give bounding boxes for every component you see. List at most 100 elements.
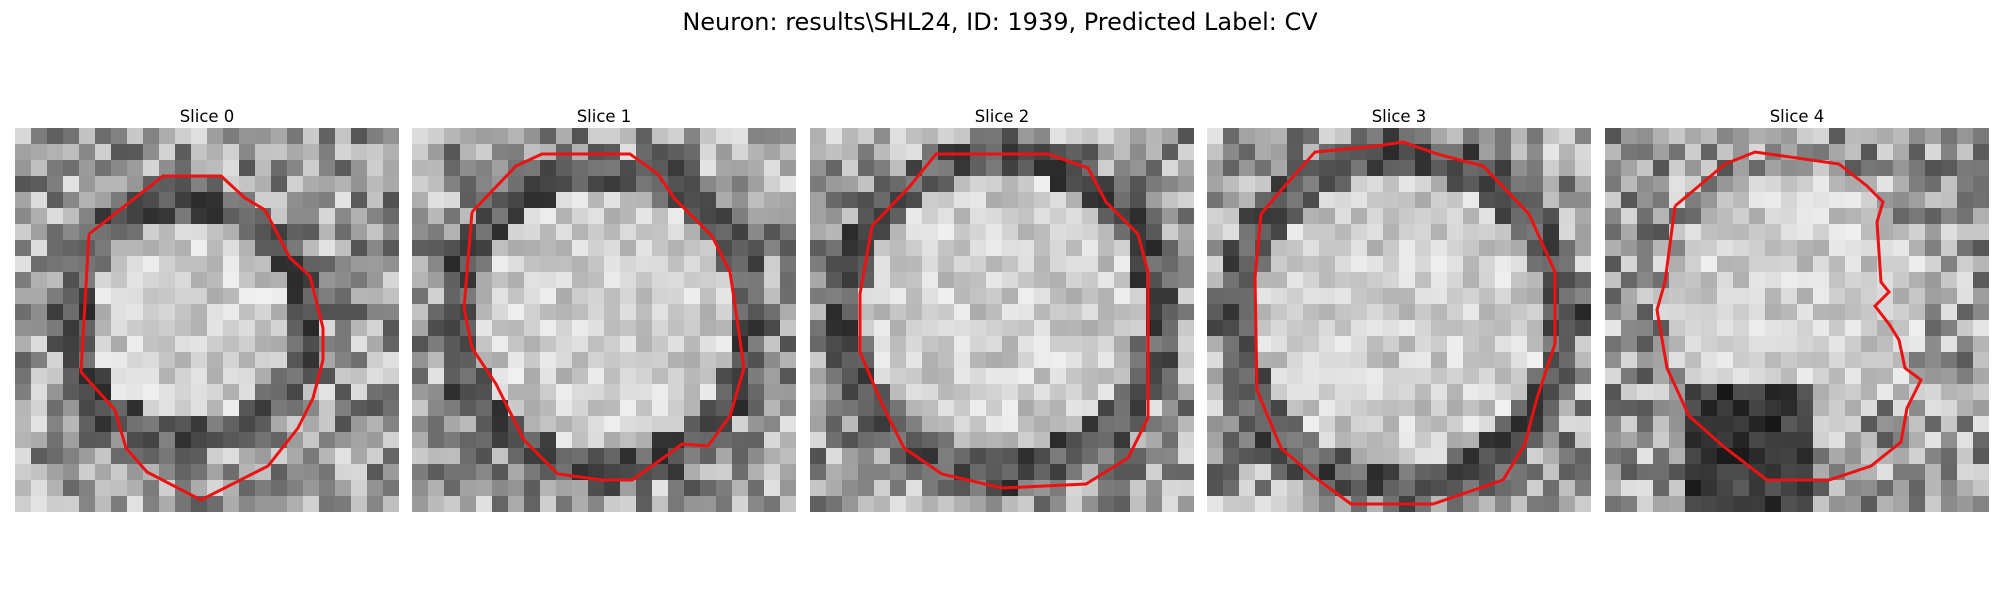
- pixel: [764, 304, 781, 321]
- pixel: [1351, 464, 1368, 481]
- pixel: [1685, 464, 1702, 481]
- pixel: [1130, 160, 1147, 177]
- pixel: [620, 240, 637, 257]
- pixel: [874, 144, 891, 161]
- pixel: [1973, 208, 1989, 225]
- pixel: [428, 496, 445, 512]
- pixel: [47, 336, 64, 353]
- pixel: [1303, 336, 1320, 353]
- pixel: [383, 224, 399, 241]
- pixel: [1223, 432, 1240, 449]
- pixel: [1050, 192, 1067, 209]
- pixel: [842, 496, 859, 512]
- pixel: [1162, 224, 1179, 241]
- pixel: [1114, 288, 1131, 305]
- pixel: [556, 240, 573, 257]
- pixel: [1351, 448, 1368, 465]
- pixel: [1146, 160, 1163, 177]
- pixel: [748, 144, 765, 161]
- pixel: [508, 368, 525, 385]
- pixel: [476, 416, 493, 433]
- pixel: [111, 352, 128, 369]
- pixel: [842, 384, 859, 401]
- pixel: [1130, 272, 1147, 289]
- pixel: [1941, 480, 1958, 497]
- pixel: [1925, 304, 1942, 321]
- pixel: [508, 288, 525, 305]
- pixel: [938, 240, 955, 257]
- pixel: [732, 240, 749, 257]
- pixel: [1146, 432, 1163, 449]
- pixel: [508, 480, 525, 497]
- pixel: [1335, 384, 1352, 401]
- pixel: [1335, 288, 1352, 305]
- pixel: [1733, 176, 1750, 193]
- pixel: [412, 368, 429, 385]
- pixel: [1034, 224, 1051, 241]
- pixel: [1479, 320, 1496, 337]
- pixel: [15, 256, 32, 273]
- pixel: [1495, 432, 1512, 449]
- pixel: [716, 336, 733, 353]
- pixel: [508, 224, 525, 241]
- pixel: [842, 368, 859, 385]
- pixel: [1495, 304, 1512, 321]
- pixel: [287, 208, 304, 225]
- pixel: [1050, 480, 1067, 497]
- pixel: [1303, 288, 1320, 305]
- pixel: [652, 160, 669, 177]
- pixel: [159, 320, 176, 337]
- pixel: [367, 464, 384, 481]
- pixel: [127, 176, 144, 193]
- pixel: [412, 384, 429, 401]
- pixel: [239, 496, 256, 512]
- pixel: [668, 272, 685, 289]
- pixel: [810, 208, 827, 225]
- pixel: [1287, 352, 1304, 369]
- pixel: [1973, 272, 1989, 289]
- pixel: [1527, 176, 1544, 193]
- pixel: [143, 224, 160, 241]
- pixel: [588, 224, 605, 241]
- pixel: [588, 144, 605, 161]
- pixel: [444, 464, 461, 481]
- pixel: [95, 448, 112, 465]
- pixel: [1178, 352, 1194, 369]
- pixel: [636, 432, 653, 449]
- pixel: [1114, 128, 1131, 145]
- pixel: [159, 384, 176, 401]
- pixel: [175, 160, 192, 177]
- pixel: [1765, 352, 1782, 369]
- pixel: [668, 448, 685, 465]
- pixel: [1941, 144, 1958, 161]
- pixel: [588, 400, 605, 417]
- pixel: [1861, 448, 1878, 465]
- pixel: [1303, 144, 1320, 161]
- pixel: [1463, 144, 1480, 161]
- pixel: [1303, 256, 1320, 273]
- pixel: [1781, 464, 1798, 481]
- pixel: [1431, 128, 1448, 145]
- pixel: [143, 320, 160, 337]
- pixel: [1925, 400, 1942, 417]
- pixel: [159, 304, 176, 321]
- pixel: [428, 352, 445, 369]
- pixel: [255, 432, 272, 449]
- pixel: [319, 192, 336, 209]
- pixel: [79, 160, 96, 177]
- pixel: [668, 208, 685, 225]
- pixel: [986, 464, 1003, 481]
- pixel: [1098, 384, 1115, 401]
- pixel: [1717, 240, 1734, 257]
- pixel: [1669, 352, 1686, 369]
- pixel: [127, 368, 144, 385]
- pixel: [524, 160, 541, 177]
- pixel: [1861, 400, 1878, 417]
- pixel: [922, 192, 939, 209]
- pixel: [1050, 288, 1067, 305]
- pixel: [668, 176, 685, 193]
- pixel: [954, 224, 971, 241]
- pixel: [287, 336, 304, 353]
- pixel: [1207, 240, 1224, 257]
- pixel: [63, 464, 80, 481]
